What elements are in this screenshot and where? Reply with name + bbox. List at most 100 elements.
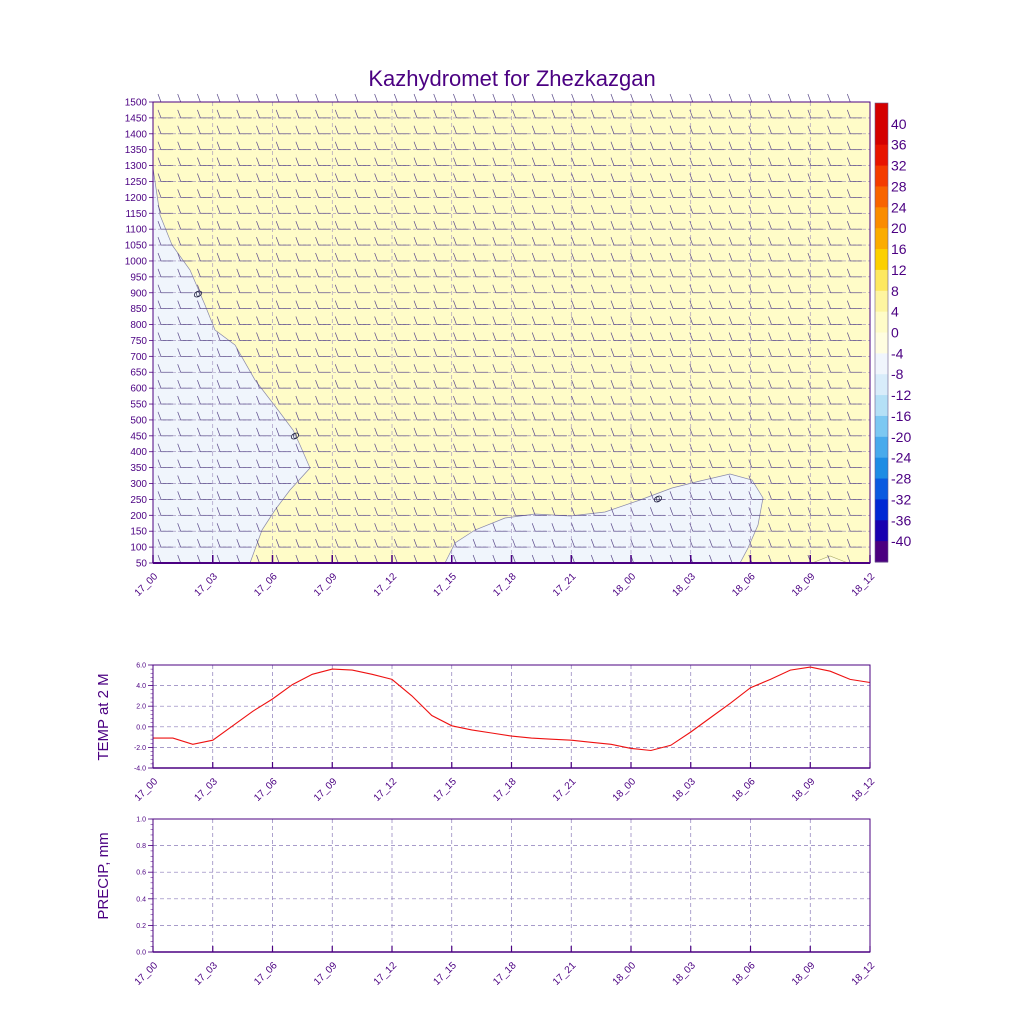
wind-barb-row xyxy=(157,284,863,294)
colorbar-label: -4 xyxy=(891,345,904,361)
colorbar-swatch xyxy=(875,457,888,480)
y-tick-label: 0.6 xyxy=(136,870,146,877)
colorbar-label: -24 xyxy=(891,450,911,466)
y-tick-label: 900 xyxy=(130,288,147,299)
x-tick-label: 17_09 xyxy=(312,960,340,988)
colorbar-swatch xyxy=(875,165,888,187)
x-tick-label: 17_00 xyxy=(133,776,161,804)
y-tick-label: 1250 xyxy=(125,177,148,188)
colorbar-label: -20 xyxy=(891,429,911,445)
wind-barb-row xyxy=(157,221,863,230)
x-tick-label: 17_21 xyxy=(551,776,579,804)
wind-barb-row xyxy=(157,395,863,405)
x-tick-label: 17_03 xyxy=(192,960,220,988)
x-tick-label: 17_00 xyxy=(133,960,161,988)
x-tick-label: 18_03 xyxy=(670,960,698,988)
colorbar-swatch xyxy=(875,103,888,125)
wind-barb-row xyxy=(157,427,863,437)
y-tick-label: 1050 xyxy=(125,241,148,252)
x-tick-label: 17_12 xyxy=(372,776,400,804)
colorbar-label: 12 xyxy=(891,262,907,278)
x-tick-label: 17_15 xyxy=(431,571,459,599)
x-tick-label: 17_18 xyxy=(491,960,519,988)
x-tick-label: 18_09 xyxy=(790,960,818,988)
y-tick-label: 50 xyxy=(136,559,148,570)
precip-panel: 1.0 0.8 0.6 0.4 0.2 0.0 17_00 17_03 17_06 17_09 17… xyxy=(133,817,878,988)
colorbar-label: -8 xyxy=(891,366,904,382)
colorbar-label: 28 xyxy=(891,178,907,194)
chart-title: Kazhydromet for Zhezkazgan xyxy=(368,66,655,91)
y-tick-label: 800 xyxy=(130,320,147,331)
colorbar-swatch xyxy=(875,415,888,438)
y-tick-label: 750 xyxy=(130,336,147,347)
colorbar: 4036322824201612840-4-8-12-16-20-24-28-3… xyxy=(874,102,911,563)
x-tick-label: 18_03 xyxy=(670,571,698,599)
x-tick-label: 18_12 xyxy=(850,571,878,599)
colorbar-swatch xyxy=(875,499,888,521)
y-tick-label: 0.0 xyxy=(136,950,146,957)
contour-label-text: 0 xyxy=(293,434,297,441)
colorbar-label: -16 xyxy=(891,408,911,424)
y-tick-label: 0.0 xyxy=(136,724,146,731)
colorbar-swatch xyxy=(875,395,888,417)
contour-label xyxy=(290,432,300,440)
y-tick-label: 850 xyxy=(130,304,147,315)
x-tick-label: 17_15 xyxy=(431,776,459,804)
x-tick-label: 18_00 xyxy=(611,571,639,599)
x-tick-label: 17_21 xyxy=(551,960,579,988)
wind-barb-row xyxy=(157,491,863,500)
colorbar-swatch xyxy=(875,332,888,354)
colorbar-swatch xyxy=(875,249,888,271)
contour-label-text: 0 xyxy=(656,497,660,504)
colorbar-swatch xyxy=(875,290,888,313)
temp-ylabel: TEMP at 2 M xyxy=(95,673,112,760)
colorbar-label: 40 xyxy=(891,116,907,132)
y-tick-label: 200 xyxy=(130,511,147,522)
y-tick-label: 1300 xyxy=(125,161,148,172)
x-tick-label: 18_06 xyxy=(730,571,758,599)
y-tick-label: 1.0 xyxy=(136,817,146,824)
x-tick-label: 17_18 xyxy=(491,571,519,599)
wind-barb-row xyxy=(157,173,863,182)
wind-barb-row xyxy=(157,332,863,341)
y-tick-label: 700 xyxy=(130,352,147,363)
x-tick-label: 17_06 xyxy=(252,776,280,804)
x-tick-label: 17_03 xyxy=(192,776,220,804)
colorbar-label: 36 xyxy=(891,137,907,153)
x-tick-label: 17_18 xyxy=(491,776,519,804)
colorbar-swatch xyxy=(875,520,888,542)
y-tick-label: 1000 xyxy=(125,256,148,267)
y-tick-label: 150 xyxy=(130,527,147,538)
contour-label xyxy=(653,495,663,503)
y-tick-label: 950 xyxy=(130,272,147,283)
y-tick-label: 0.4 xyxy=(136,896,146,903)
wind-barb-row xyxy=(157,380,863,389)
y-tick-label: 4.0 xyxy=(136,683,146,690)
y-tick-label: 1150 xyxy=(125,209,147,220)
x-tick-label: 17_12 xyxy=(372,571,400,599)
x-tick-label: 17_15 xyxy=(431,960,459,988)
temp-2m-panel: 6.0 4.0 2.0 0.0 -2.0 -4.0 17_00 17_03 17_06 17_09… xyxy=(133,663,878,804)
colorbar-swatch xyxy=(875,186,888,208)
y-tick-label: -4.0 xyxy=(134,766,146,773)
y-tick-label: 1100 xyxy=(125,225,147,236)
colorbar-label: 24 xyxy=(891,199,907,215)
wind-barb-row xyxy=(157,316,863,325)
x-tick-label: 17_09 xyxy=(312,776,340,804)
y-tick-label: 600 xyxy=(130,384,147,395)
wind-barb-row xyxy=(157,93,863,103)
wind-barb-row xyxy=(157,411,863,421)
wind-barb-row xyxy=(157,205,863,214)
x-tick-label: 17_06 xyxy=(252,960,280,988)
x-tick-label: 17_21 xyxy=(551,571,579,599)
colorbar-swatch xyxy=(875,228,888,250)
colorbar-frame xyxy=(874,102,889,563)
colorbar-label: 8 xyxy=(891,283,899,299)
colorbar-label: 20 xyxy=(891,220,907,236)
contour-label-text: 0 xyxy=(196,292,200,299)
colorbar-label: 32 xyxy=(891,158,907,174)
wind-barb-row xyxy=(157,523,863,532)
y-tick-label: 1450 xyxy=(125,113,148,124)
x-tick-label: 18_12 xyxy=(850,960,878,988)
wind-barb-row xyxy=(157,252,863,262)
